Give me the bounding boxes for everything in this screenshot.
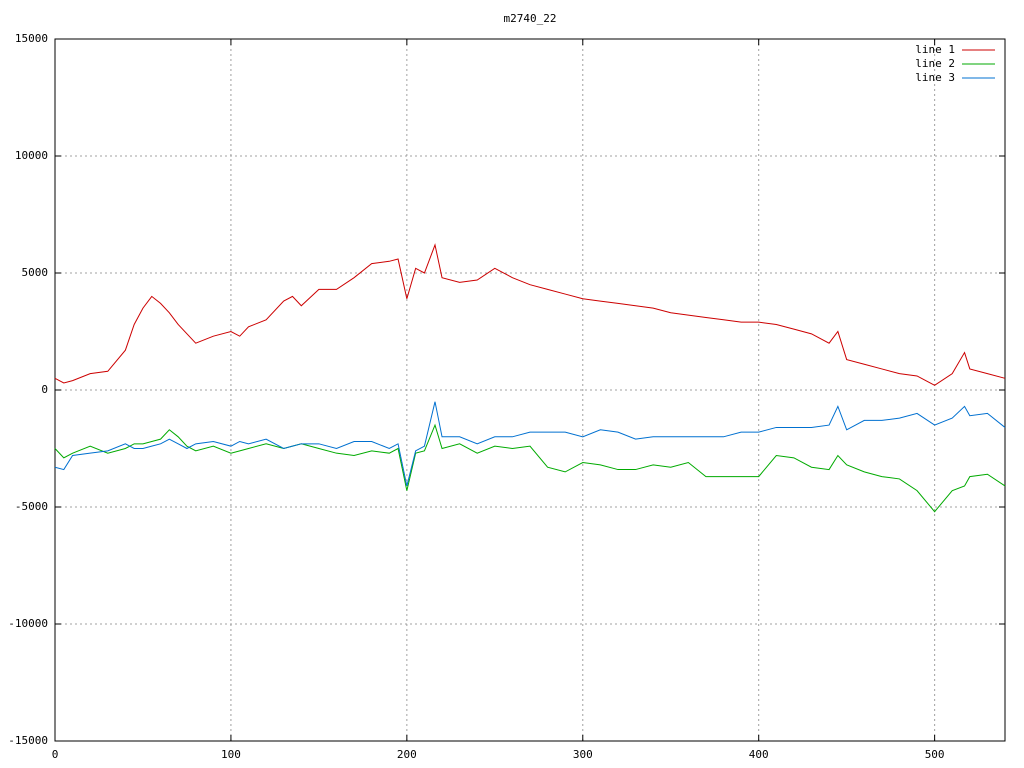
data-line xyxy=(54,423,1006,513)
x-tick-label: 0 xyxy=(52,748,59,761)
chart-title: m2740_22 xyxy=(504,12,557,25)
legend-label: line 2 xyxy=(915,57,955,70)
y-tick-label: -5000 xyxy=(15,500,48,513)
y-tick-label: 0 xyxy=(41,383,48,396)
y-tick-label: -15000 xyxy=(8,734,48,747)
y-tick-label: 10000 xyxy=(15,149,48,162)
y-tick-label: -10000 xyxy=(8,617,48,630)
x-tick-label: 500 xyxy=(925,748,945,761)
plot-frame xyxy=(54,38,1006,742)
x-tick-label: 300 xyxy=(573,748,593,761)
y-tick-label: 5000 xyxy=(22,266,49,279)
x-tick-label: 100 xyxy=(221,748,241,761)
data-line xyxy=(54,401,1006,487)
x-tick-label: 200 xyxy=(397,748,417,761)
x-tick-label: 400 xyxy=(749,748,769,761)
y-tick-label: 15000 xyxy=(15,32,48,45)
data-line xyxy=(54,243,1006,386)
legend-label: line 3 xyxy=(915,71,955,84)
legend-label: line 1 xyxy=(915,43,955,56)
